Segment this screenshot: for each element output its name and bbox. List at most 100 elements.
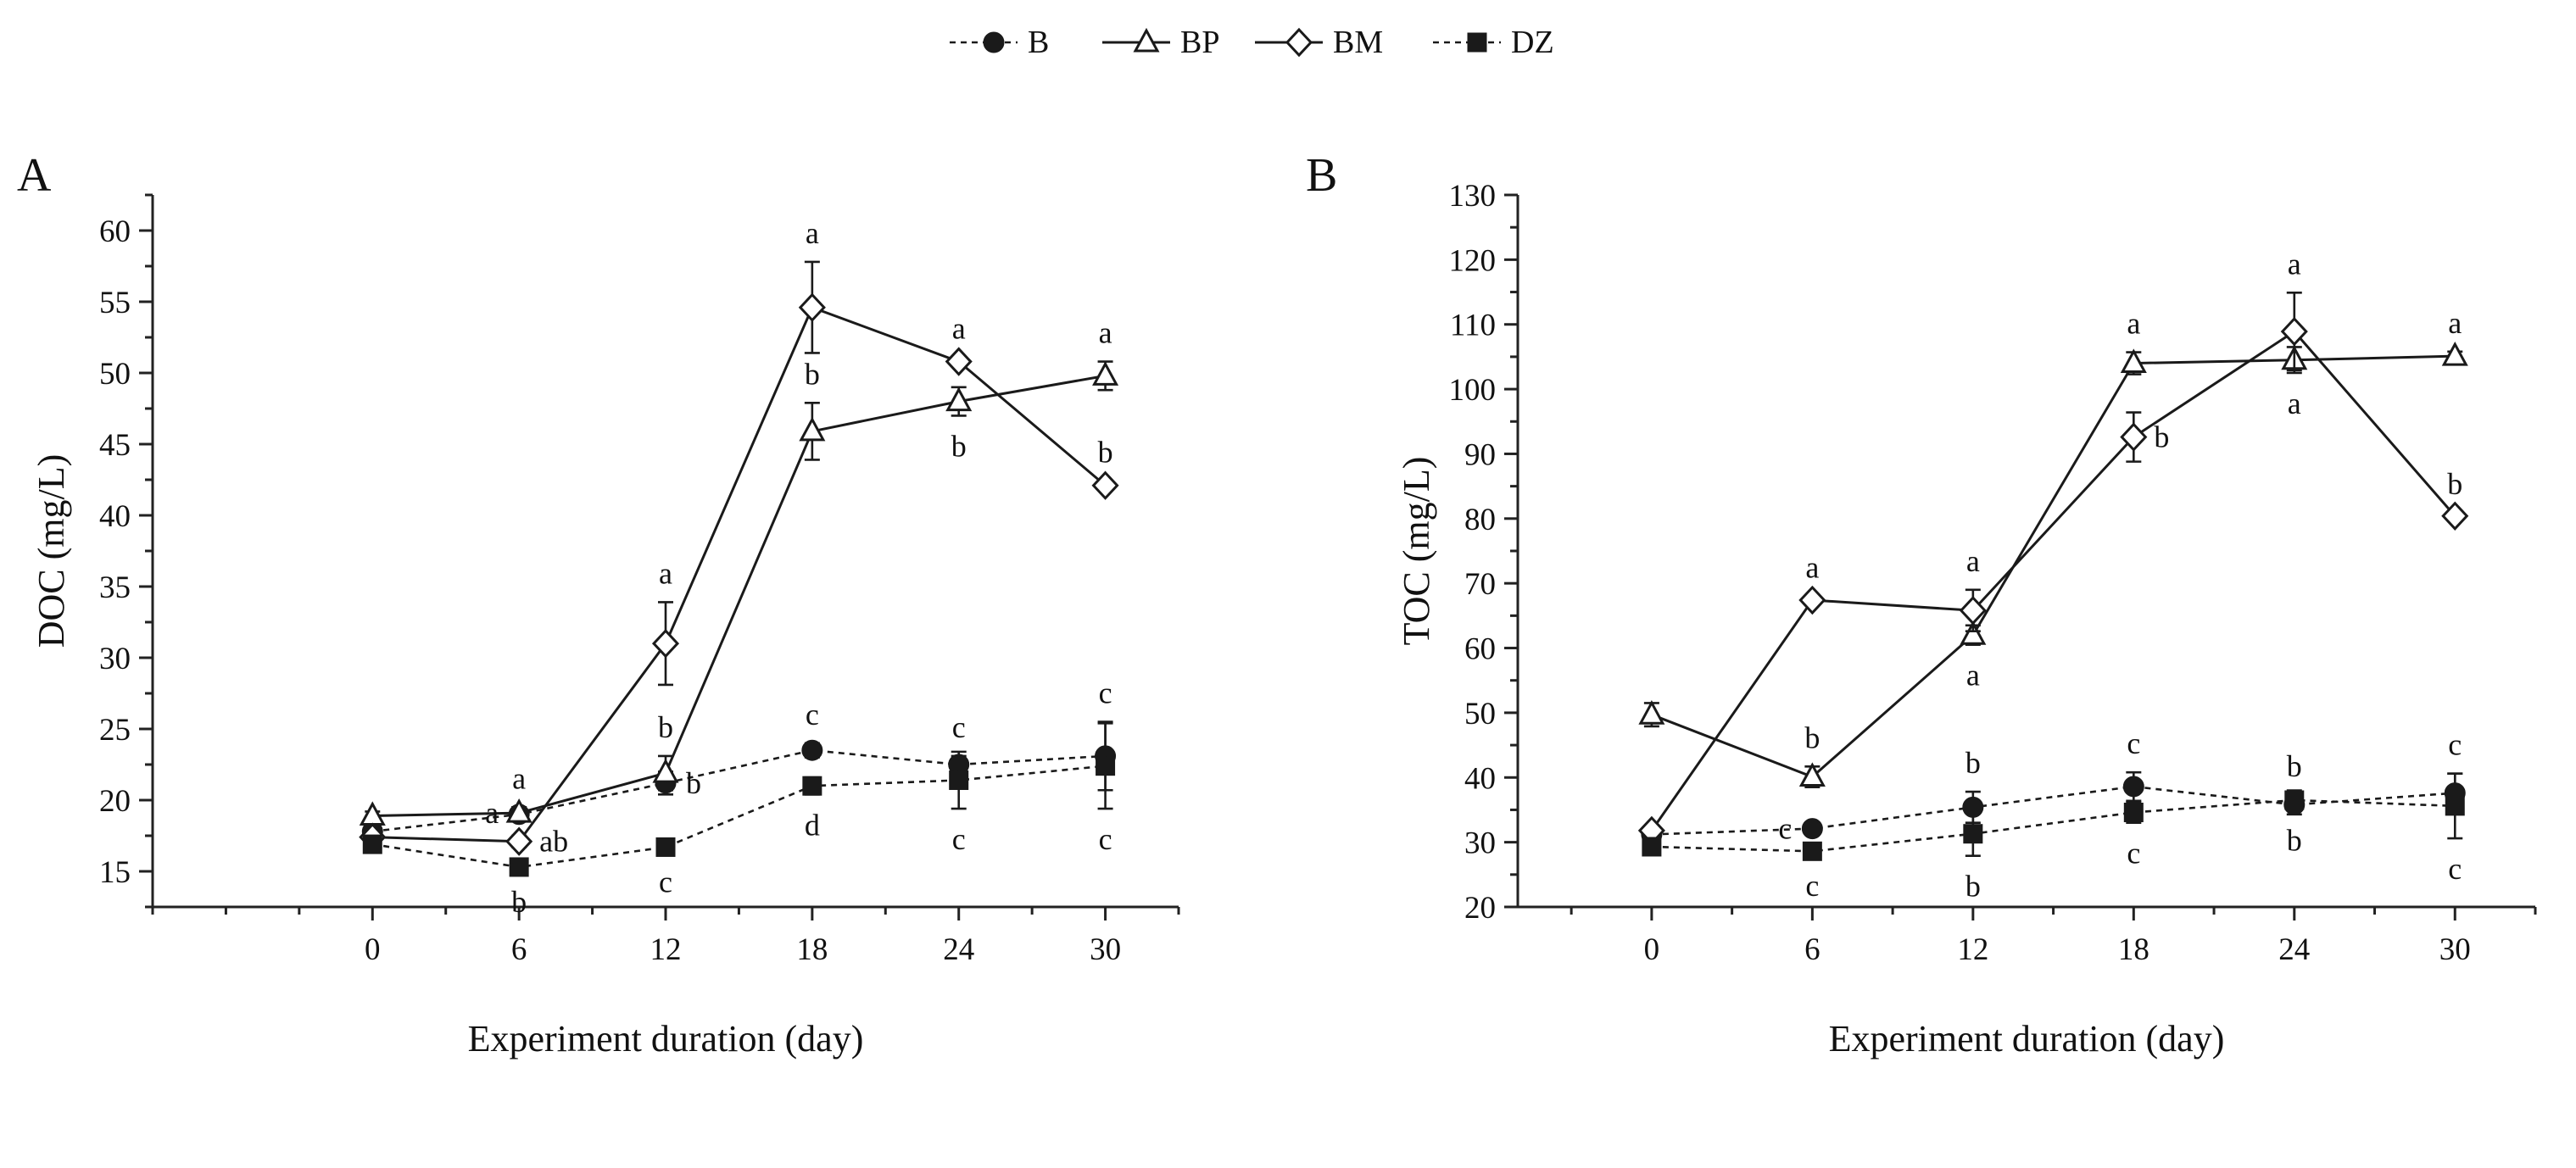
panel-doc-chart: A 15 20 25 30 35 40 45 50 55 60 0 6 12 18 24 30 Experimen… bbox=[17, 149, 1180, 1060]
legend: B BP BM DZ bbox=[950, 25, 1554, 60]
legend-label-dz: DZ bbox=[1511, 25, 1554, 60]
x-tick-label: 12 bbox=[1957, 932, 1988, 967]
data-point-bm bbox=[1959, 596, 1987, 626]
data-point-bp bbox=[652, 758, 679, 783]
x-tick-label: 24 bbox=[943, 932, 974, 967]
significance-letter-dz: b bbox=[511, 885, 527, 919]
y-tick-label: 30 bbox=[99, 642, 131, 676]
data-point-bp bbox=[2120, 348, 2147, 374]
y-tick-label: 60 bbox=[1464, 632, 1496, 667]
x-tick-label: 0 bbox=[365, 932, 381, 967]
significance-letter-dz: b bbox=[1965, 870, 1981, 904]
data-point-dz bbox=[362, 834, 382, 854]
y-tick-label: 50 bbox=[99, 357, 131, 392]
significance-letter-dz: c bbox=[952, 822, 966, 856]
significance-letter-b: c bbox=[1099, 676, 1112, 710]
significance-letter-bm: a bbox=[659, 556, 672, 590]
series-bm: a a b a b bbox=[1637, 247, 2469, 846]
significance-letter-bp: b bbox=[658, 710, 673, 744]
legend-marker-dz bbox=[1467, 32, 1487, 53]
x-tick-label: 6 bbox=[1804, 932, 1820, 967]
data-point-bm bbox=[2441, 501, 2469, 531]
x-tick-label: 24 bbox=[2278, 932, 2310, 967]
significance-letter-dz: c bbox=[2127, 837, 2140, 870]
data-point-dz bbox=[2284, 790, 2305, 810]
x-tick-label: 0 bbox=[1644, 932, 1660, 967]
series-b: c b c b c bbox=[1641, 726, 2466, 846]
x-tick-label: 6 bbox=[511, 932, 527, 967]
data-point-bm bbox=[1798, 585, 1826, 615]
y-tick-label: 120 bbox=[1449, 243, 1497, 278]
series-line-bp bbox=[1651, 354, 2456, 779]
series-line-b bbox=[372, 748, 1106, 833]
y-tick-label: 55 bbox=[99, 286, 131, 320]
data-point-bp bbox=[1960, 620, 1987, 645]
x-tick-label: 30 bbox=[1090, 932, 1121, 967]
significance-letter-bp: a bbox=[2448, 306, 2462, 340]
significance-letter-bp: a bbox=[485, 796, 499, 830]
data-point-b bbox=[801, 739, 823, 761]
y-tick-label: 30 bbox=[1464, 826, 1496, 861]
significance-letter-b: c bbox=[2127, 726, 2140, 760]
significance-letter-bp: b bbox=[1804, 720, 1820, 754]
legend-item-b: B bbox=[950, 25, 1049, 60]
data-point-bm bbox=[2120, 422, 2148, 452]
legend-marker-bm bbox=[1285, 27, 1313, 58]
data-point-bp bbox=[1092, 361, 1119, 386]
data-point-dz bbox=[1802, 841, 1822, 861]
y-tick-label: 110 bbox=[1450, 309, 1496, 343]
significance-letter-bp: a bbox=[2127, 307, 2140, 341]
data-point-bm bbox=[2280, 316, 2308, 347]
data-point-dz bbox=[655, 837, 676, 857]
significance-letter-bm: b bbox=[2447, 467, 2462, 501]
y-tick-label: 90 bbox=[1464, 437, 1496, 472]
significance-letter-bm: a bbox=[1805, 550, 1819, 584]
series-dz: c b c b c bbox=[1642, 772, 2465, 904]
data-point-bp bbox=[799, 416, 826, 442]
y-tick-label: 130 bbox=[1449, 179, 1497, 214]
y-tick-label: 20 bbox=[1464, 891, 1496, 926]
y-tick-label: 20 bbox=[99, 784, 131, 819]
significance-letter-dz: d bbox=[805, 808, 820, 842]
x-tick-label: 18 bbox=[2118, 932, 2149, 967]
data-point-bp bbox=[2441, 341, 2468, 366]
y-tick-label: 15 bbox=[99, 855, 131, 890]
legend-marker-bp bbox=[1133, 27, 1160, 53]
significance-letter-b: c bbox=[952, 710, 966, 744]
y-tick-label: 45 bbox=[99, 428, 131, 463]
data-point-dz bbox=[1963, 824, 1983, 844]
data-point-bm bbox=[651, 629, 680, 659]
series-line-bp bbox=[372, 374, 1106, 817]
significance-letter-b: c bbox=[1778, 812, 1792, 846]
data-point-dz bbox=[509, 857, 529, 877]
data-point-bp bbox=[359, 801, 386, 826]
data-point-bm bbox=[1091, 470, 1119, 500]
data-point-dz bbox=[2445, 796, 2465, 816]
panel-label: B bbox=[1306, 149, 1337, 202]
data-point-bm bbox=[798, 292, 826, 322]
data-point-bm bbox=[505, 826, 533, 856]
x-tick-label: 18 bbox=[796, 932, 828, 967]
data-point-dz bbox=[949, 770, 969, 790]
data-point-bp bbox=[1798, 762, 1826, 787]
data-point-bp bbox=[1638, 700, 1665, 725]
significance-letter-bp: a bbox=[1099, 316, 1112, 350]
data-point-dz bbox=[2123, 803, 2144, 823]
series-dz: b c d c c bbox=[362, 721, 1116, 919]
significance-letter-dz: b bbox=[2287, 823, 2302, 857]
panel-label: A bbox=[17, 149, 52, 202]
series-line-bm bbox=[1650, 330, 2456, 832]
x-tick-label: 12 bbox=[650, 932, 682, 967]
significance-letter-bm: a bbox=[952, 312, 966, 346]
legend-item-dz: DZ bbox=[1433, 25, 1554, 60]
significance-letter-bp: a bbox=[2288, 387, 2301, 420]
y-tick-label: 35 bbox=[99, 570, 131, 605]
significance-letter-b: a bbox=[512, 761, 526, 795]
significance-letter-b: b bbox=[2287, 749, 2302, 783]
data-point-bp bbox=[505, 798, 532, 823]
significance-letter-bm: a bbox=[806, 216, 819, 250]
significance-letter-bp: a bbox=[1966, 659, 1980, 692]
significance-letter-b: b bbox=[1965, 746, 1981, 780]
